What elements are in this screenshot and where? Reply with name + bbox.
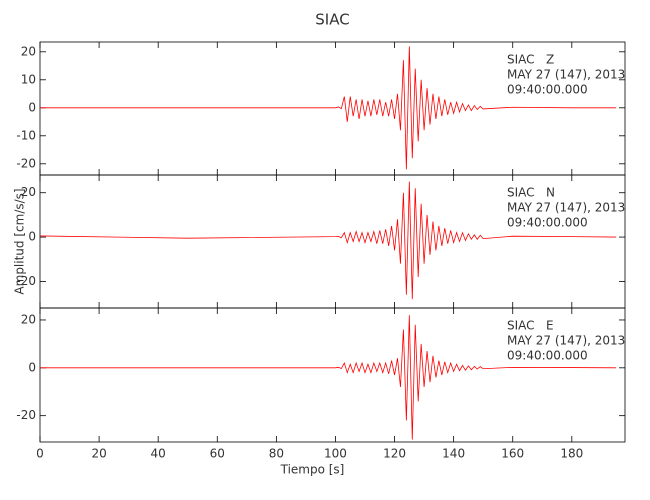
x-tick-label: 120 xyxy=(383,447,406,461)
y-tick-label: -20 xyxy=(16,156,36,170)
x-tick-label: 40 xyxy=(151,447,166,461)
y-tick-label: -10 xyxy=(16,128,36,142)
waveform xyxy=(39,181,617,300)
x-tick-label: 20 xyxy=(91,447,106,461)
y-tick-label: 20 xyxy=(21,312,36,326)
y-tick-label: 0 xyxy=(28,100,36,114)
y-tick-label: 0 xyxy=(28,230,36,244)
x-tick-label: 60 xyxy=(210,447,225,461)
y-tick-label: 0 xyxy=(28,360,36,374)
annotation: SIAC N xyxy=(507,186,555,200)
annotation: SIAC E xyxy=(507,319,554,333)
annotation: 09:40:00.000 xyxy=(507,349,588,363)
annotation: MAY 27 (147), 2013 xyxy=(507,334,625,348)
annotation: MAY 27 (147), 2013 xyxy=(507,201,625,215)
annotation: 09:40:00.000 xyxy=(507,83,588,97)
y-axis-label: Amplitud [cm/s/s] xyxy=(13,188,27,294)
x-tick-label: 180 xyxy=(560,447,583,461)
annotation: 09:40:00.000 xyxy=(507,216,588,230)
waveform xyxy=(40,315,617,440)
x-tick-label: 140 xyxy=(442,447,465,461)
annotation: SIAC Z xyxy=(507,53,554,67)
x-axis-label: Tiempo [s] xyxy=(280,463,345,477)
x-tick-label: 100 xyxy=(324,447,347,461)
y-tick-label: -20 xyxy=(16,274,36,288)
y-tick-label: 20 xyxy=(21,185,36,199)
x-tick-label: 80 xyxy=(269,447,284,461)
x-tick-label: 0 xyxy=(36,447,44,461)
x-tick-label: 160 xyxy=(501,447,524,461)
panel-frame xyxy=(39,307,626,443)
waveform xyxy=(40,46,617,170)
y-tick-label: 10 xyxy=(21,72,36,86)
y-tick-label: -20 xyxy=(16,408,36,422)
chart-title: SIAC xyxy=(315,11,349,29)
y-tick-label: 20 xyxy=(21,44,36,58)
annotation: MAY 27 (147), 2013 xyxy=(507,68,625,82)
